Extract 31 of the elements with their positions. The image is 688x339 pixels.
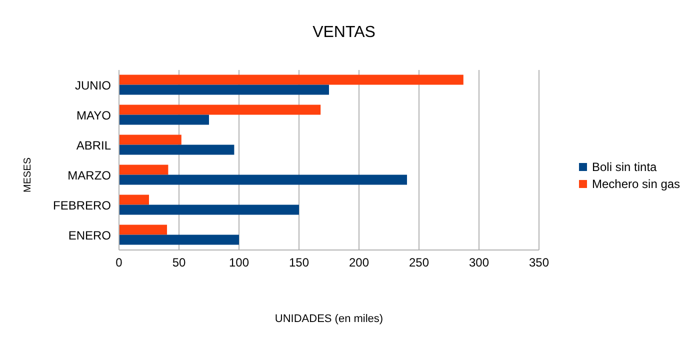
legend-label: Boli sin tinta bbox=[592, 160, 657, 174]
x-tick-label: 0 bbox=[116, 256, 123, 270]
bar bbox=[119, 84, 329, 95]
x-tick-label: 50 bbox=[172, 256, 186, 270]
bar bbox=[119, 174, 407, 185]
y-tick-label: JUNIO bbox=[75, 78, 111, 92]
bar bbox=[119, 194, 149, 205]
bar bbox=[119, 114, 209, 125]
y-tick-label: MARZO bbox=[68, 168, 111, 182]
y-axis-title: MESES bbox=[22, 157, 34, 193]
x-tick-label: 300 bbox=[468, 256, 490, 270]
y-tick-label: ABRIL bbox=[76, 138, 112, 152]
bar bbox=[119, 234, 239, 245]
x-tick-label: 250 bbox=[408, 256, 430, 270]
bar bbox=[119, 134, 182, 145]
y-tick-label: ENERO bbox=[68, 228, 111, 242]
x-tick-label: 150 bbox=[288, 256, 310, 270]
bar bbox=[119, 164, 168, 175]
x-tick-label: 200 bbox=[348, 256, 370, 270]
bar bbox=[119, 104, 321, 115]
x-tick-label: 350 bbox=[528, 256, 550, 270]
chart-title: VENTAS bbox=[312, 24, 376, 42]
bar bbox=[119, 224, 167, 235]
legend-label: Mechero sin gas bbox=[592, 176, 680, 190]
bar bbox=[119, 204, 299, 215]
x-axis-title: UNIDADES (en miles) bbox=[274, 313, 384, 325]
bar bbox=[119, 74, 464, 85]
bar bbox=[119, 144, 234, 155]
y-tick-label: FEBRERO bbox=[52, 198, 111, 212]
x-tick-label: 100 bbox=[228, 256, 250, 270]
y-tick-label: MAYO bbox=[76, 108, 111, 122]
